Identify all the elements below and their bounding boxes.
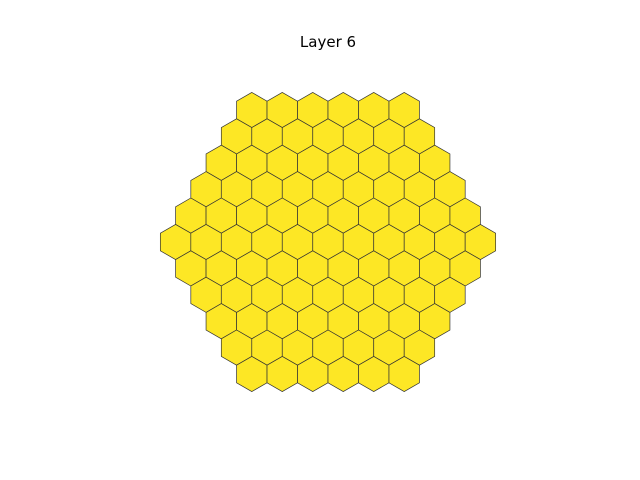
figure-title: Layer 6 bbox=[299, 33, 357, 51]
hex-cell bbox=[388, 355, 420, 393]
